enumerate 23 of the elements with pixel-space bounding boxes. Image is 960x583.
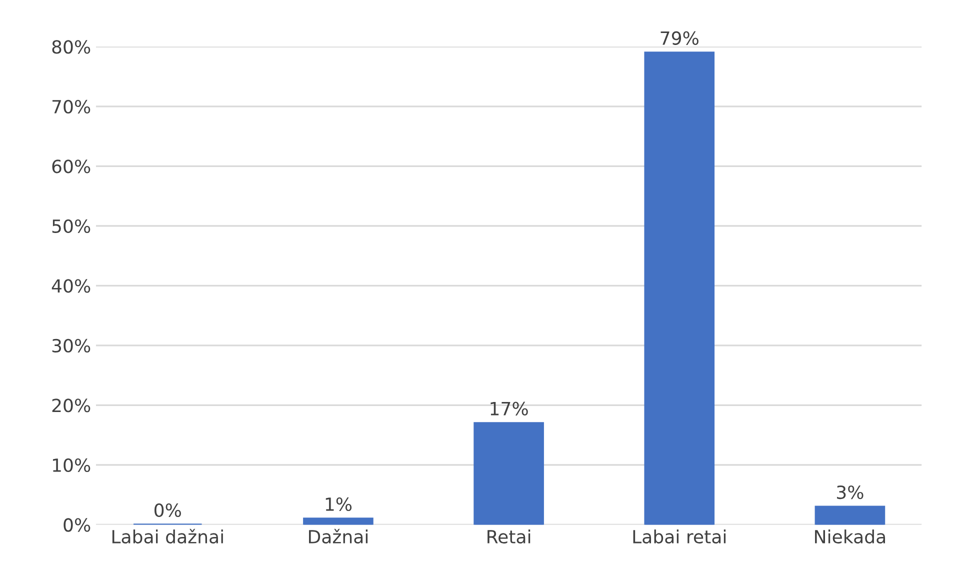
- bar: [474, 422, 544, 525]
- data-label: 0%: [154, 503, 181, 518]
- bar: [303, 518, 374, 525]
- bar: [814, 506, 886, 525]
- x-tick-label: Labai dažnai: [112, 528, 223, 544]
- bar: [644, 52, 715, 525]
- y-tick-label: 80%: [52, 40, 90, 54]
- data-label: 3%: [837, 485, 864, 500]
- y-tick-label: 30%: [52, 338, 90, 353]
- y-tick-label: 70%: [52, 100, 90, 114]
- y-tick-label: 50%: [52, 219, 90, 234]
- y-tick-label: 60%: [52, 160, 90, 174]
- x-tick-label: Niekada: [815, 530, 885, 544]
- data-label: 17%: [490, 402, 528, 416]
- y-tick-label: 10%: [52, 458, 90, 472]
- y-tick-label: 40%: [52, 279, 90, 293]
- y-tick-label: 20%: [52, 398, 90, 412]
- x-tick-label: Retai: [488, 530, 530, 544]
- x-tick-label: Dažnai: [309, 528, 368, 544]
- data-label: 1%: [326, 497, 352, 512]
- x-tick-label: Labai retai: [633, 530, 726, 544]
- data-label: 79%: [660, 31, 698, 45]
- y-tick-label: 0%: [64, 518, 90, 532]
